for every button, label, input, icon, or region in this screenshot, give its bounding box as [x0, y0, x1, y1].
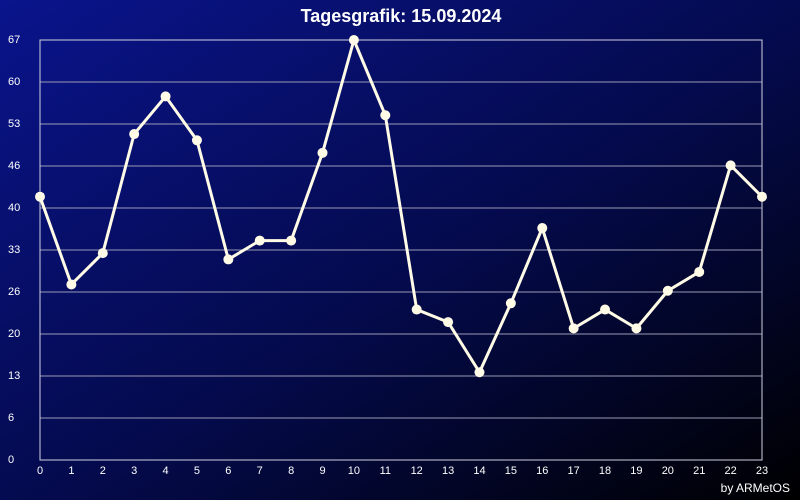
x-tick-label: 22: [724, 465, 736, 477]
x-tick-label: 16: [536, 465, 548, 477]
x-tick-label: 2: [100, 465, 106, 477]
x-tick-label: 20: [662, 465, 674, 477]
x-tick-label: 6: [225, 465, 231, 477]
data-point: [317, 147, 328, 158]
data-point: [380, 110, 391, 121]
data-point: [474, 367, 485, 378]
y-tick-label: 6: [8, 412, 14, 424]
data-point: [725, 160, 736, 171]
data-point: [160, 91, 171, 102]
plot-border: [39, 39, 763, 461]
data-point: [286, 235, 297, 246]
x-tick-label: 0: [37, 465, 43, 477]
data-point: [443, 317, 454, 328]
data-point: [97, 248, 108, 259]
data-point: [505, 298, 516, 309]
x-tick-label: 1: [68, 465, 74, 477]
chart-title: Tagesgrafik: 15.09.2024: [301, 6, 502, 26]
x-tick-label: 18: [599, 465, 611, 477]
footer: by ARMetOS: [721, 481, 790, 495]
x-tick-label: 5: [194, 465, 200, 477]
x-tick-label: 10: [348, 465, 360, 477]
data-line: [38, 38, 764, 374]
x-tick-label: 19: [630, 465, 642, 477]
x-tick-label: 3: [131, 465, 137, 477]
x-tick-label: 23: [756, 465, 768, 477]
y-tick-label: 13: [8, 370, 20, 382]
y-tick-label: 60: [8, 76, 20, 88]
data-point: [35, 191, 45, 202]
data-point: [223, 254, 234, 265]
data-point: [662, 285, 673, 296]
data-point: [631, 323, 642, 334]
data-point: [600, 304, 611, 315]
x-tick-label: 12: [411, 465, 423, 477]
x-tick-label: 11: [380, 465, 391, 477]
x-tick-label: 17: [568, 465, 580, 477]
x-tick-label: 7: [257, 465, 263, 477]
data-point: [129, 129, 140, 140]
data-point: [411, 304, 422, 315]
x-tick-label: 13: [442, 465, 454, 477]
x-tick-label: 4: [163, 465, 169, 477]
y-tick-label: 67: [8, 34, 20, 46]
y-tick-label: 46: [8, 160, 20, 172]
data-point: [348, 35, 359, 45]
x-tick-label: 15: [505, 465, 517, 477]
data-point: [254, 235, 265, 246]
data-point: [66, 279, 77, 290]
x-tick-label: 14: [473, 465, 485, 477]
data-point: [694, 266, 705, 277]
y-tick-label: 20: [8, 328, 20, 340]
y-tick-label: 26: [8, 286, 20, 298]
x-tick-label: 21: [693, 465, 705, 477]
y-tick-label: 0: [8, 454, 14, 466]
data-point: [191, 135, 202, 146]
y-tick-label: 40: [8, 202, 20, 214]
x-tick-label: 8: [288, 465, 294, 477]
y-tick-label: 33: [8, 244, 20, 256]
y-tick-label: 53: [8, 118, 20, 130]
data-point: [568, 323, 579, 334]
data-point: [537, 223, 548, 234]
x-tick-label: 9: [319, 465, 325, 477]
data-point: [757, 191, 767, 202]
